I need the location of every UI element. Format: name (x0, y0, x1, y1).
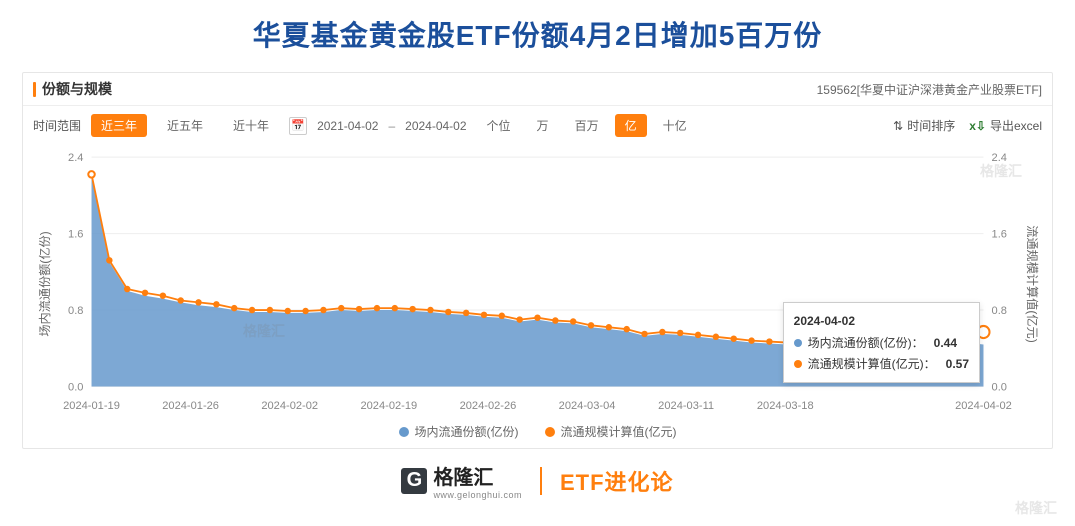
range-label: 时间范围 (33, 117, 81, 134)
sort-icon: ⇅ (893, 119, 903, 133)
date-to[interactable]: 2024-04-02 (405, 119, 466, 133)
range-chip-10y[interactable]: 近十年 (223, 114, 279, 137)
svg-text:2024-03-04: 2024-03-04 (559, 400, 616, 412)
tooltip-label-2: 流通规模计算值(亿元)： (808, 354, 936, 374)
footer: G 格隆汇 www.gelonghui.com ETF进化论 (0, 449, 1075, 500)
legend-label-1: 场内流通份额(亿份) (415, 423, 519, 440)
unit-chip-yi[interactable]: 亿 (615, 114, 647, 137)
tooltip-dot-1 (794, 339, 802, 347)
footer-divider (540, 467, 542, 495)
legend-dot-2 (545, 427, 555, 437)
svg-text:2024-03-11: 2024-03-11 (658, 400, 714, 412)
calendar-from-icon[interactable]: 📅 (289, 117, 307, 135)
unit-chip-10yi[interactable]: 十亿 (653, 114, 697, 137)
page-title: 华夏基金黄金股ETF份额4月2日增加5百万份 (253, 20, 823, 51)
excel-icon: x⇩ (969, 119, 986, 133)
svg-text:场内流通份额(亿份): 场内流通份额(亿份) (37, 231, 52, 336)
svg-text:2024-01-26: 2024-01-26 (162, 400, 219, 412)
svg-text:2.4: 2.4 (68, 152, 83, 164)
brand1-sub: www.gelonghui.com (433, 490, 522, 500)
fund-code-label: 159562[华夏中证沪深港黄金产业股票ETF] (817, 81, 1042, 98)
unit-chip-wan[interactable]: 万 (527, 114, 559, 137)
legend-item-1[interactable]: 场内流通份额(亿份) (399, 423, 519, 440)
legend-label-2: 流通规模计算值(亿元) (561, 423, 677, 440)
tooltip-value-1: 0.44 (934, 333, 957, 353)
svg-text:2024-02-19: 2024-02-19 (360, 400, 417, 412)
tooltip-value-2: 0.57 (946, 354, 969, 374)
brand1-name: 格隆汇 (433, 461, 522, 490)
legend-dot-1 (399, 427, 409, 437)
watermark-3: 格隆汇 (1015, 498, 1057, 518)
tooltip-dot-2 (794, 360, 802, 368)
sort-label: 时间排序 (907, 117, 955, 134)
tooltip-date: 2024-04-02 (794, 311, 969, 331)
svg-text:流通规模计算值(亿元): 流通规模计算值(亿元) (1025, 225, 1040, 343)
svg-text:0.8: 0.8 (992, 305, 1007, 317)
svg-text:2.4: 2.4 (992, 152, 1007, 164)
panel-accent (33, 82, 36, 97)
legend-item-2[interactable]: 流通规模计算值(亿元) (545, 423, 677, 440)
svg-text:1.6: 1.6 (68, 229, 83, 241)
svg-text:2024-01-19: 2024-01-19 (63, 400, 120, 412)
brand-gelonghui: G 格隆汇 www.gelonghui.com (401, 461, 522, 500)
svg-text:2024-04-02: 2024-04-02 (955, 400, 1012, 412)
sort-button[interactable]: ⇅ 时间排序 (893, 117, 955, 134)
date-from[interactable]: 2021-04-02 (317, 119, 378, 133)
panel-section-title: 份额与规模 (42, 79, 112, 99)
svg-text:0.8: 0.8 (68, 305, 83, 317)
chart-legend: 场内流通份额(亿份) 流通规模计算值(亿元) (23, 421, 1052, 448)
tooltip-label-1: 场内流通份额(亿份)： (808, 333, 924, 353)
svg-text:2024-03-18: 2024-03-18 (757, 400, 814, 412)
toolbar: 时间范围 近三年 近五年 近十年 📅 2021-04-02 – 2024-04-… (23, 106, 1052, 141)
chart-panel: 份额与规模 159562[华夏中证沪深港黄金产业股票ETF] 时间范围 近三年 … (22, 72, 1053, 449)
tooltip-row-1: 场内流通份额(亿份)： 0.44 (794, 333, 969, 353)
svg-text:0.0: 0.0 (68, 382, 83, 394)
svg-text:1.6: 1.6 (992, 229, 1007, 241)
unit-chip-million[interactable]: 百万 (565, 114, 609, 137)
date-sep: – (388, 119, 395, 133)
brand-etf: ETF进化论 (560, 465, 674, 497)
range-chip-5y[interactable]: 近五年 (157, 114, 213, 137)
unit-group: 个位 万 百万 亿 十亿 (477, 114, 697, 137)
range-chip-3y[interactable]: 近三年 (91, 114, 147, 137)
svg-text:2024-02-02: 2024-02-02 (261, 400, 318, 412)
export-label: 导出excel (990, 117, 1042, 134)
tooltip-row-2: 流通规模计算值(亿元)： 0.57 (794, 354, 969, 374)
svg-text:2024-02-26: 2024-02-26 (460, 400, 517, 412)
unit-chip-one[interactable]: 个位 (477, 114, 521, 137)
chart-area: 0.0 0.0 0.8 0.8 1.6 1.6 2.4 2.4 场内流通份额(亿份) 流通规模计算… (23, 141, 1052, 421)
svg-text:0.0: 0.0 (992, 382, 1007, 394)
chart-tooltip: 2024-04-02 场内流通份额(亿份)： 0.44 流通规模计算值(亿元)：… (783, 302, 980, 383)
export-excel-button[interactable]: x⇩ 导出excel (969, 117, 1042, 134)
brand-logo-icon: G (401, 468, 427, 494)
